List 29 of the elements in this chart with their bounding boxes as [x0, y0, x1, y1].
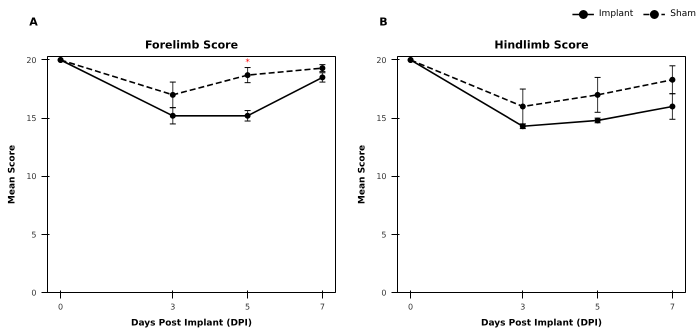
x-axis-title: Days Post Implant (DPI) — [130, 318, 252, 328]
chart-title: Hindlimb Score — [494, 38, 589, 52]
legend-label: Sham — [670, 9, 696, 19]
x-tick-label: 3 — [520, 302, 526, 312]
y-tick-label: 15 — [26, 114, 37, 124]
y-axis-title: Mean Score — [7, 144, 18, 204]
x-tick-label: 7 — [320, 302, 325, 312]
y-tick-label: 5 — [31, 230, 37, 240]
y-tick-label: 20 — [26, 56, 37, 65]
x-tick-label: 7 — [670, 302, 675, 312]
x-tick-label: 3 — [170, 302, 176, 312]
y-tick-label: 20 — [376, 56, 387, 65]
x-axis-title: Days Post Implant (DPI) — [480, 318, 602, 328]
x-tick-label: 0 — [408, 302, 414, 312]
y-axis-title: Mean Score — [357, 144, 368, 204]
y-tick-label: 0 — [381, 288, 387, 298]
y-tick-label: 10 — [26, 172, 37, 182]
x-tick-label: 0 — [58, 302, 64, 312]
y-tick-label: 10 — [376, 172, 387, 182]
y-tick-label: 15 — [376, 114, 387, 124]
y-tick-label: 0 — [31, 288, 37, 298]
x-tick-label: 5 — [245, 302, 250, 312]
text: B — [379, 16, 388, 28]
chart-title: Forelimb Score — [144, 38, 238, 52]
text: A — [29, 16, 38, 28]
legend-label: Implant — [598, 9, 634, 19]
y-tick-label: 5 — [381, 230, 387, 240]
x-tick-label: 5 — [595, 302, 600, 312]
annotation: * — [245, 58, 250, 68]
